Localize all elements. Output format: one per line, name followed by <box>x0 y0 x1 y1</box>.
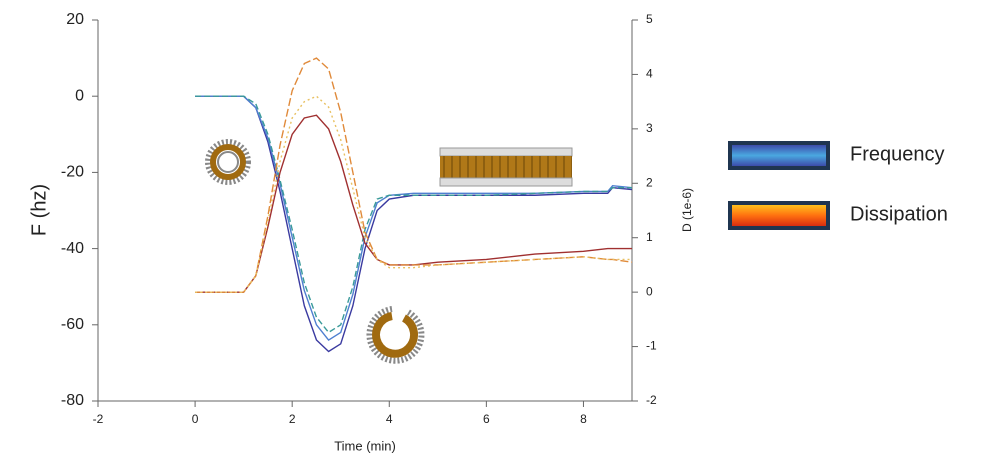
y2-tick-label: 0 <box>646 284 653 298</box>
y2-tick-label: 3 <box>646 121 653 135</box>
y-tick-label: 20 <box>66 11 84 28</box>
x-tick-label: -2 <box>93 412 104 426</box>
legend-swatch <box>728 201 830 230</box>
y-tick-label: -80 <box>61 392 84 409</box>
y2-tick-label: -2 <box>646 393 657 407</box>
y2-tick-label: 5 <box>646 12 653 26</box>
data-line <box>195 114 632 293</box>
y-tick-label: -40 <box>61 240 84 257</box>
legend-swatch <box>728 141 830 170</box>
y-axis-label: F (hz) <box>28 184 50 236</box>
x-tick-label: 2 <box>289 412 296 426</box>
legend-label: Frequency <box>850 143 945 165</box>
ruptured-vesicle-icon <box>366 306 425 364</box>
x-tick-label: 4 <box>386 412 393 426</box>
y2-tick-label: 1 <box>646 230 653 244</box>
x-tick-label: 8 <box>580 412 587 426</box>
y2-tick-label: -1 <box>646 339 657 353</box>
data-line <box>195 95 632 334</box>
legend-label: Dissipation <box>850 203 948 225</box>
y-tick-label: 0 <box>75 87 84 104</box>
x-tick-label: 6 <box>483 412 490 426</box>
vesicle-icon <box>205 139 251 185</box>
data-line <box>195 57 633 293</box>
data-line <box>195 95 633 341</box>
data-line <box>195 95 632 293</box>
x-axis-label: Time (min) <box>334 438 396 453</box>
y-tick-label: -20 <box>61 164 84 181</box>
y2-tick-label: 4 <box>646 67 653 81</box>
x-tick-label: 0 <box>192 412 199 426</box>
y2-axis-label: D (1e-6) <box>680 188 694 232</box>
data-line <box>195 95 633 353</box>
y-tick-label: -60 <box>61 316 84 333</box>
bilayer-icon <box>439 147 573 187</box>
y2-tick-label: 2 <box>646 175 653 189</box>
